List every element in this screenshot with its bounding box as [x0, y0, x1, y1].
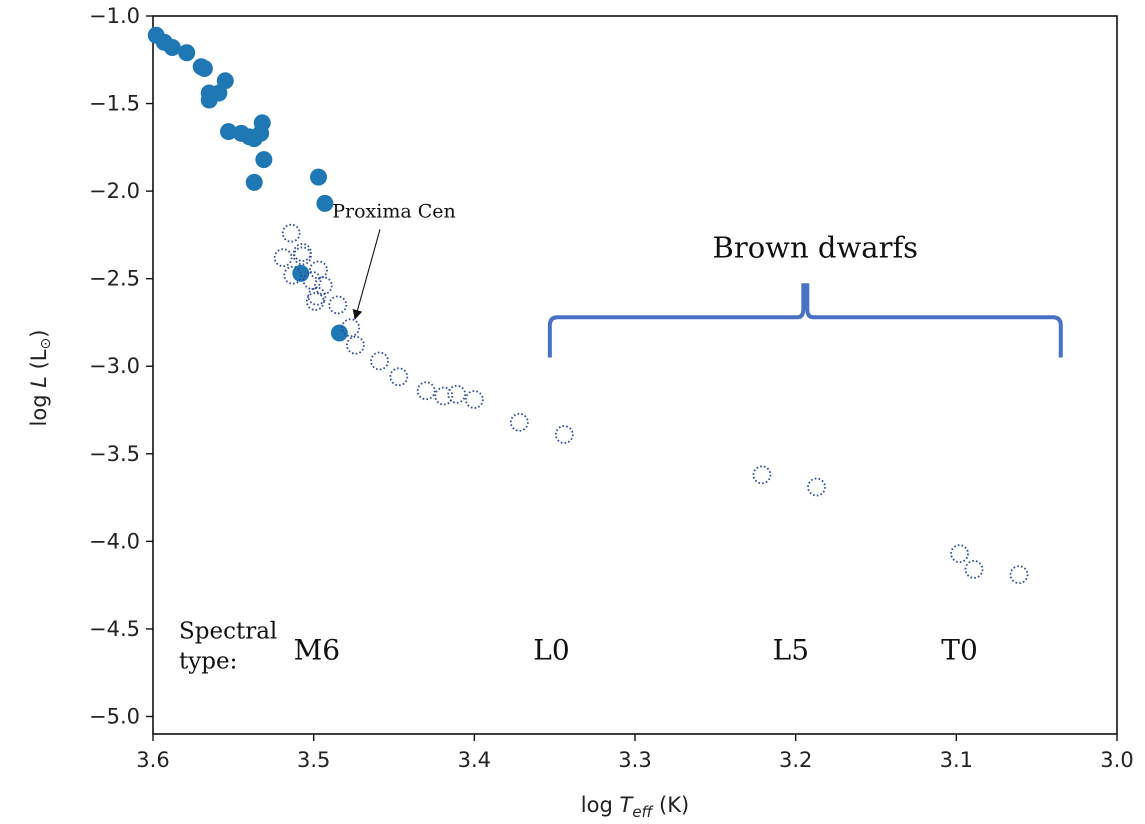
x-tick-label: 3.5 — [297, 748, 330, 772]
x-tick-label: 3.2 — [779, 748, 812, 772]
data-point-open — [1009, 565, 1029, 585]
data-point-open — [302, 271, 322, 290]
data-point-filled — [253, 114, 271, 132]
y-axis: −1.0 −1.5 −2.0 −2.5 −3.0 −3.5 −4.0 −4.5 −5.0 — [89, 4, 153, 728]
data-point-filled — [330, 324, 348, 342]
annotations: Proxima Cen Brown dwarfs Spectral type: M6 L0… — [179, 200, 1063, 674]
data-point-open — [950, 544, 969, 564]
spectral-type-label: L5 — [773, 633, 809, 666]
data-point-filled — [195, 60, 213, 78]
y-axis-title: log L (L⊙) — [27, 330, 54, 427]
spectral-type-heading-line1: Spectral — [179, 618, 277, 644]
spectral-type-label: M6 — [294, 633, 340, 666]
data-point-filled — [309, 168, 327, 186]
plot-area-frame — [152, 15, 1118, 735]
data-point-open — [346, 335, 365, 355]
data-point-open — [293, 243, 312, 262]
y-tick-label: −1.5 — [89, 92, 140, 116]
y-tick-label: −4.5 — [89, 617, 140, 641]
spectral-type-heading-line2: type: — [179, 648, 237, 674]
series-open-points — [273, 223, 1029, 585]
data-point-filled — [316, 194, 334, 212]
spectral-type-label: L0 — [533, 633, 569, 666]
data-point-open — [752, 465, 772, 485]
data-point-open — [509, 412, 529, 432]
data-point-open — [964, 559, 984, 579]
data-point-filled — [245, 173, 263, 191]
data-point-filled — [216, 72, 234, 90]
x-axis-title: log Teff (K) — [581, 793, 689, 821]
data-point-open — [328, 295, 348, 315]
data-point-open — [309, 260, 328, 280]
data-point-open — [283, 265, 303, 285]
y-tick-label: −2.5 — [89, 267, 140, 291]
data-point-filled — [292, 264, 310, 282]
data-point-open — [341, 318, 361, 338]
x-tick-label: 3.0 — [1100, 748, 1133, 772]
data-point-open — [416, 381, 436, 401]
data-point-open — [807, 477, 826, 497]
data-point-filled — [255, 151, 273, 169]
data-point-open — [307, 286, 327, 306]
x-tick-label: 3.1 — [940, 748, 973, 772]
y-tick-label: −2.0 — [89, 179, 140, 203]
data-point-open — [434, 386, 454, 406]
data-point-open — [313, 276, 333, 296]
y-tick-label: −5.0 — [89, 704, 140, 728]
brown-dwarfs-label: Brown dwarfs — [713, 231, 919, 265]
data-point-open — [293, 246, 312, 266]
y-tick-label: −3.0 — [89, 354, 140, 378]
series-filled-points — [147, 26, 348, 342]
y-tick-label: −4.0 — [89, 529, 140, 553]
data-point-open — [464, 390, 484, 409]
proxima-arrow — [352, 229, 381, 320]
x-tick-label: 3.4 — [458, 748, 491, 772]
data-point-open — [281, 223, 301, 243]
data-point-open — [554, 425, 574, 444]
data-point-open — [370, 351, 389, 371]
x-tick-label: 3.6 — [136, 748, 169, 772]
data-point-filled — [163, 39, 181, 57]
data-point-filled — [178, 44, 196, 62]
data-point-open — [447, 384, 467, 404]
spectral-type-label: T0 — [941, 633, 978, 666]
proxima-label: Proxima Cen — [332, 200, 456, 222]
y-tick-label: −1.0 — [89, 4, 140, 28]
x-tick-label: 3.3 — [618, 748, 651, 772]
data-point-filled — [220, 123, 238, 141]
data-point-open — [273, 248, 293, 268]
y-tick-label: −3.5 — [89, 442, 140, 466]
brown-dwarfs-brace — [547, 283, 1063, 358]
data-point-open — [305, 292, 325, 311]
x-axis: 3.6 3.5 3.4 3.3 3.2 3.1 3.0 — [136, 734, 1134, 772]
data-point-open — [389, 367, 409, 387]
